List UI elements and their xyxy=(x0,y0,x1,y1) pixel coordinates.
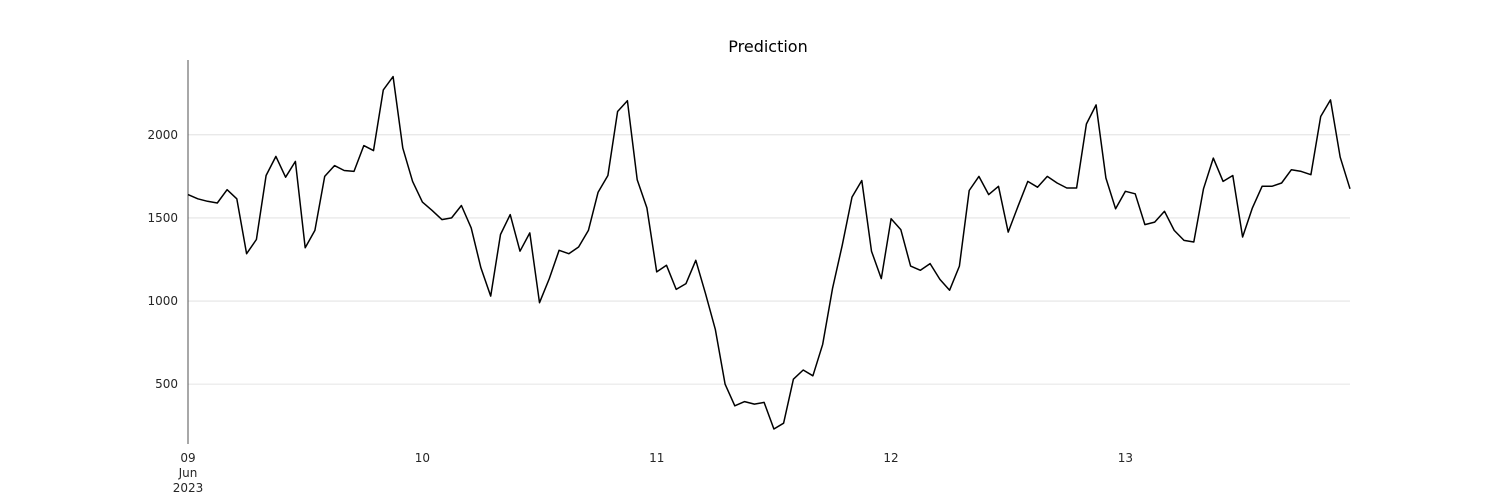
series-layer xyxy=(187,75,1351,430)
x-tick-label: 11 xyxy=(649,451,664,465)
x-tick-label: 09 Jun 2023 xyxy=(173,451,204,495)
x-tick-label: 10 xyxy=(415,451,430,465)
series-line xyxy=(187,75,1351,430)
x-tick-label-line: 11 xyxy=(649,451,664,465)
y-tick-labels: 500 1000 1500 2000 xyxy=(147,128,178,391)
x-tick-label: 13 xyxy=(1118,451,1133,465)
x-tick-labels: 09 Jun 2023 10 11 12 13 xyxy=(173,451,1133,495)
y-tick-label: 2000 xyxy=(147,128,178,142)
chart-title: Prediction xyxy=(728,37,807,56)
y-tick-label: 1500 xyxy=(147,211,178,225)
x-tick-label-line: 13 xyxy=(1118,451,1133,465)
gridlines xyxy=(188,134,1350,385)
y-tick-label: 1000 xyxy=(147,294,178,308)
x-tick-label-line: 10 xyxy=(415,451,430,465)
y-tick-label: 500 xyxy=(155,377,178,391)
x-tick-label-line: 12 xyxy=(883,451,898,465)
x-tick-label: 12 xyxy=(883,451,898,465)
x-tick-label-line: 09 xyxy=(180,451,195,465)
x-tick-label-line: Jun xyxy=(178,466,198,480)
x-tick-label-line: 2023 xyxy=(173,481,204,495)
